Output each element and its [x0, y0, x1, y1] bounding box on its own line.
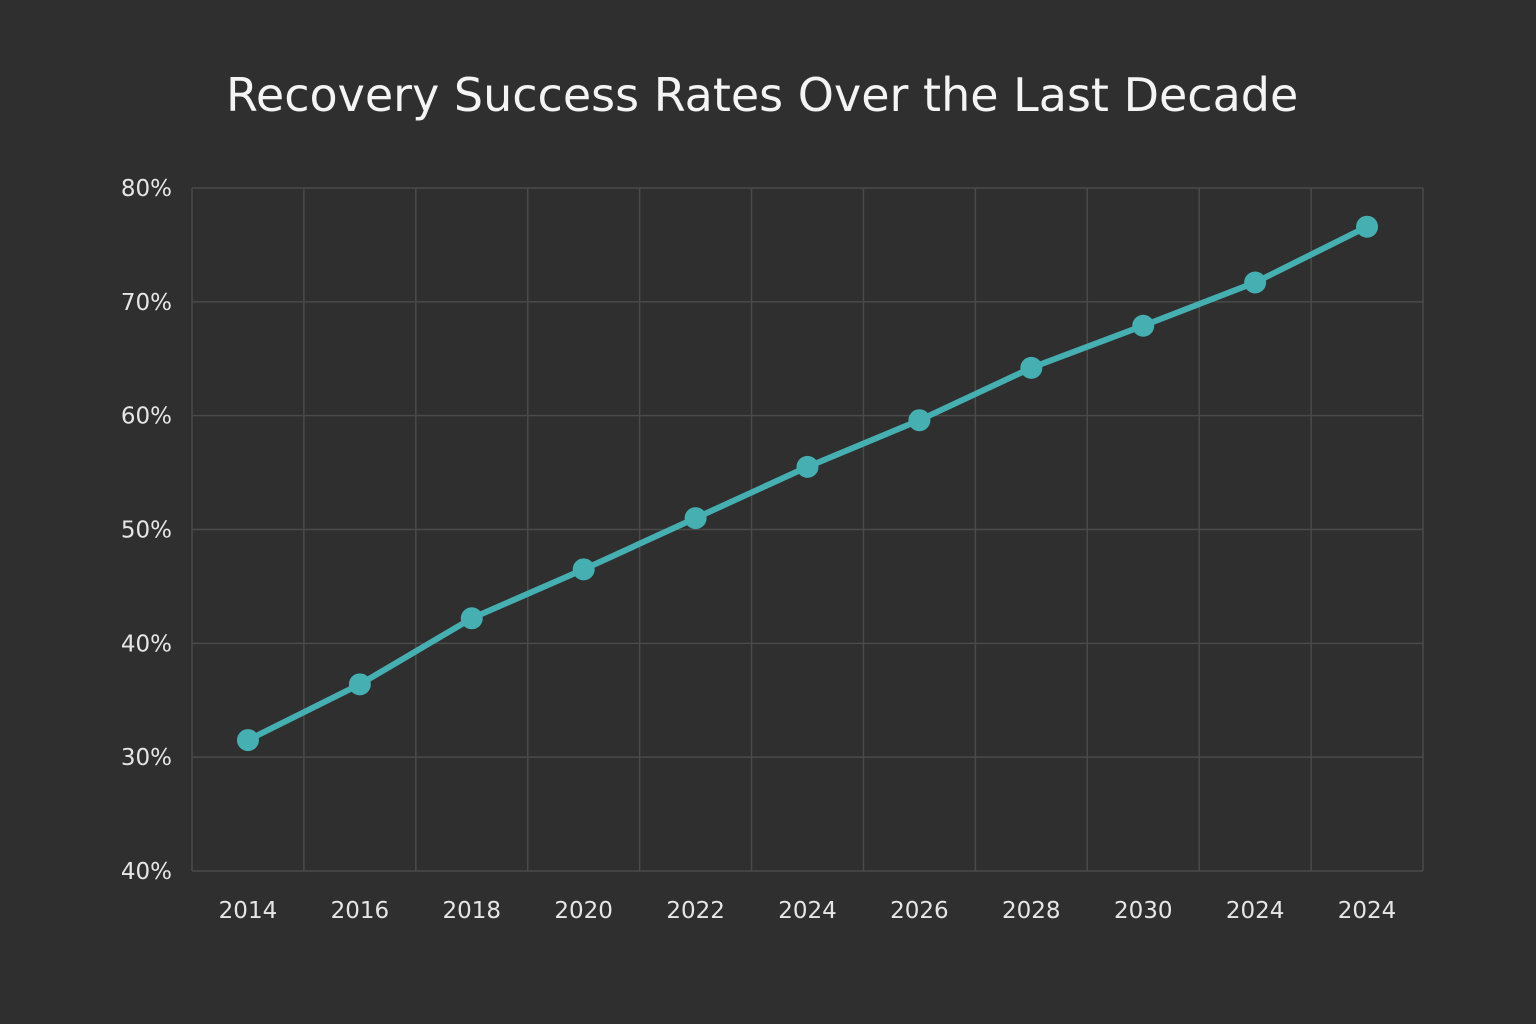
x-tick-label: 2024 [778, 898, 837, 924]
y-tick-label: 60% [121, 404, 172, 430]
x-tick-label: 2022 [666, 898, 725, 924]
y-tick-label: 50% [121, 518, 172, 544]
x-tick-label: 2014 [219, 898, 278, 924]
axis-labels: 40% 30% 40% 50% 60% 70% 80% 2014 2016 2018 2020 202… [121, 176, 1396, 924]
grid-layer [191, 187, 1424, 872]
y-tick-label: 30% [121, 745, 172, 771]
data-point [1356, 215, 1379, 238]
x-tick-label: 2024 [1338, 898, 1397, 924]
chart-title: Recovery Success Rates Over the Last Dec… [226, 68, 1299, 122]
x-tick-label: 2018 [442, 898, 501, 924]
data-point [1132, 314, 1155, 337]
x-tick-label: 2030 [1114, 898, 1173, 924]
data-point [796, 455, 819, 478]
data-point [684, 507, 707, 530]
y-tick-label: 40% [121, 631, 172, 657]
data-point [1244, 271, 1267, 294]
y-tick-label: 80% [121, 176, 172, 202]
x-tick-label: 2026 [890, 898, 949, 924]
data-point [1020, 356, 1043, 379]
data-point [908, 409, 931, 432]
x-tick-label: 2028 [1002, 898, 1061, 924]
y-tick-label: 70% [121, 290, 172, 316]
x-tick-label: 2024 [1226, 898, 1285, 924]
data-point [460, 607, 483, 630]
series-layer [236, 215, 1379, 752]
data-point [236, 729, 259, 752]
data-point [348, 673, 371, 696]
data-point [572, 558, 595, 581]
x-tick-label: 2020 [554, 898, 613, 924]
y-tick-label: 40% [121, 859, 172, 885]
x-tick-label: 2016 [331, 898, 390, 924]
